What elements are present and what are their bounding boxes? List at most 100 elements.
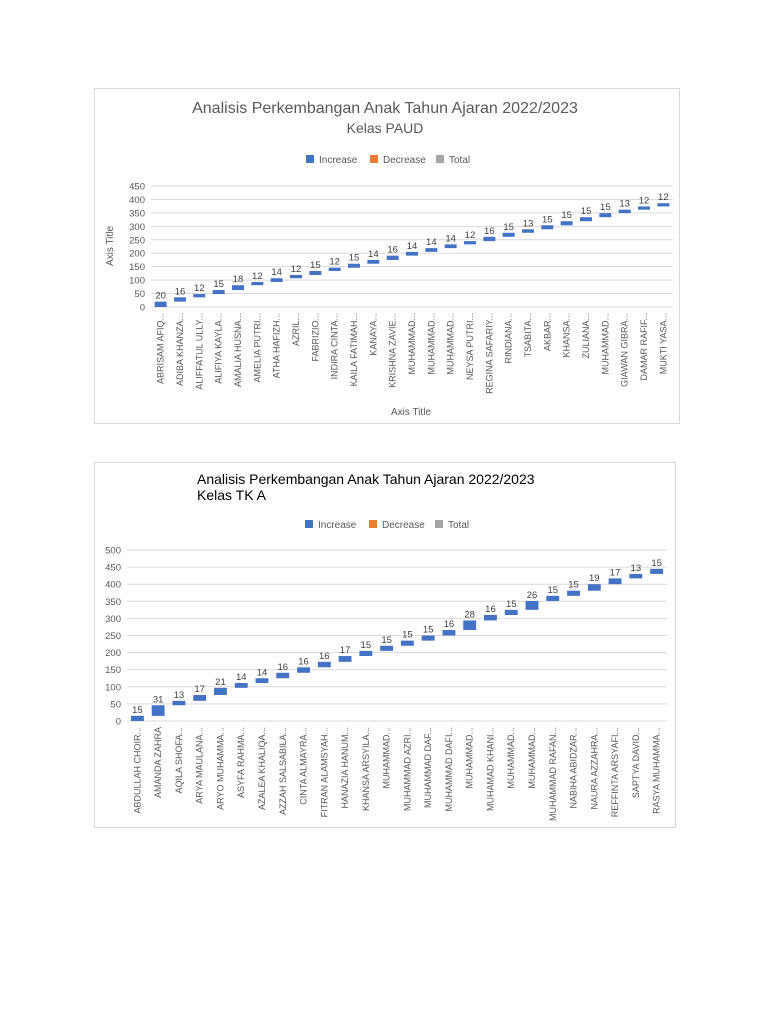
- bar: [504, 609, 518, 615]
- bar: [151, 705, 165, 716]
- x-tick-label: MUHAMMAD AZRI...: [402, 727, 412, 811]
- bar: [328, 267, 341, 271]
- bar: [650, 568, 664, 574]
- bar: [608, 578, 622, 585]
- bar: [174, 297, 186, 302]
- y-tick-label: 400: [129, 195, 145, 206]
- x-tick-label: MUHAMMAD...: [446, 313, 456, 375]
- bar: [193, 695, 207, 701]
- data-label: 16: [387, 245, 398, 256]
- data-label: 16: [175, 286, 186, 297]
- legend: Increase Decrease Total: [305, 520, 469, 531]
- data-label: 15: [213, 279, 224, 290]
- x-tick-label: NAURA AZZAHRA...: [589, 727, 599, 810]
- data-label: 15: [349, 253, 360, 264]
- data-label: 15: [542, 214, 553, 225]
- bar: [638, 206, 650, 210]
- y-tick-label: 300: [105, 614, 121, 625]
- x-tick-label: MUHAMMAD...: [382, 727, 392, 789]
- x-tick-label: FABRIZIO...: [310, 313, 320, 362]
- y-tick-label: 0: [116, 717, 121, 728]
- x-tick-label: DAMAR RAFIF...: [639, 313, 649, 381]
- x-tick-label: ZULIANA...: [581, 313, 591, 359]
- x-tick-label: ABRISAM AFIQ...: [156, 313, 166, 384]
- data-label: 20: [155, 291, 166, 302]
- legend-swatch-increase: [305, 520, 313, 528]
- data-label: 15: [423, 625, 434, 636]
- x-tick-label: MUHAMMAD...: [600, 313, 610, 375]
- bar: [232, 285, 244, 291]
- bar: [629, 573, 643, 579]
- chart-subtitle: Kelas PAUD: [347, 120, 424, 136]
- data-label: 16: [298, 656, 309, 667]
- chart-paud-svg: Analisis Perkembangan Anak Tahun Ajaran …: [105, 100, 673, 418]
- data-label: 14: [445, 233, 456, 244]
- chart-title: Analisis Perkembangan Anak Tahun Ajaran …: [197, 471, 535, 487]
- x-tick-label: HANAZIA HANUM...: [340, 727, 350, 809]
- legend-swatch-total: [435, 520, 443, 528]
- bar: [276, 672, 290, 679]
- data-label: 14: [407, 241, 418, 252]
- x-tick-label: RASYA MUHAMMA...: [652, 727, 662, 814]
- bar: [234, 683, 248, 688]
- data-label: 16: [277, 662, 288, 673]
- bar: [560, 221, 573, 226]
- bar: [444, 244, 457, 249]
- data-label: 15: [361, 640, 372, 651]
- bar: [587, 584, 601, 591]
- y-tick-label: 100: [129, 276, 145, 287]
- bar: [348, 263, 360, 268]
- legend-swatch-total: [436, 155, 444, 163]
- bar: [657, 203, 670, 207]
- data-label: 14: [368, 249, 379, 260]
- bar: [359, 650, 373, 657]
- legend-swatch-increase: [306, 155, 314, 163]
- data-label: 21: [215, 677, 226, 688]
- x-tick-label: KAILA FATIMAH...: [349, 313, 359, 386]
- bar: [380, 645, 394, 651]
- x-tick-label: AMALIA HUSNA...: [233, 313, 243, 387]
- data-label: 15: [568, 580, 579, 591]
- x-tick-label: KHANSA ARSYILA...: [361, 727, 371, 811]
- legend: Increase Decrease Total: [306, 155, 470, 166]
- data-label: 16: [444, 619, 455, 630]
- y-tick-label: 0: [140, 303, 145, 314]
- bar: [567, 590, 580, 596]
- bar: [463, 620, 477, 631]
- data-label: 13: [631, 563, 642, 574]
- bar: [525, 600, 539, 610]
- bar: [270, 278, 283, 282]
- data-label: 16: [319, 651, 330, 662]
- chart-subtitle: Kelas TK A: [197, 487, 267, 503]
- data-label: 14: [257, 667, 268, 678]
- bar: [367, 259, 380, 264]
- x-tick-label: MUHAMMAD...: [426, 313, 436, 375]
- x-tick-label: KHANSA...: [562, 313, 572, 358]
- data-label: 17: [610, 567, 621, 578]
- data-label: 17: [194, 684, 205, 695]
- data-label: 14: [236, 672, 247, 683]
- bar: [464, 241, 476, 245]
- chart-tka-svg: Analisis Perkembangan Anak Tahun Ajaran …: [105, 471, 667, 821]
- data-label: 15: [581, 206, 592, 217]
- x-tick-label: INDIRA CINTA...: [330, 313, 340, 379]
- x-tick-label: MUHAMMAD...: [527, 727, 537, 789]
- x-tick-label: AMELIA PUTRI...: [252, 313, 262, 383]
- x-tick-label: KRISHNA ZAVIE...: [388, 313, 398, 388]
- data-label: 16: [485, 604, 496, 615]
- y-tick-label: 150: [105, 665, 121, 676]
- bar: [502, 232, 515, 237]
- bar: [580, 217, 592, 222]
- x-tick-label: REFFINTA ARSYAFI...: [610, 727, 620, 817]
- y-tick-label: 50: [134, 289, 145, 300]
- x-tick-label: ABDULLAH CHOIR...: [132, 727, 142, 814]
- y-tick-label: 450: [129, 182, 145, 193]
- data-label: 31: [153, 694, 164, 705]
- chart-paud: Analisis Perkembangan Anak Tahun Ajaran …: [94, 88, 680, 424]
- x-tick-label: MUHAMMAD...: [506, 727, 516, 789]
- y-tick-label: 250: [105, 631, 121, 642]
- bar: [338, 656, 352, 662]
- bar: [193, 294, 206, 298]
- data-label: 15: [402, 630, 413, 641]
- y-tick-label: 250: [129, 235, 145, 246]
